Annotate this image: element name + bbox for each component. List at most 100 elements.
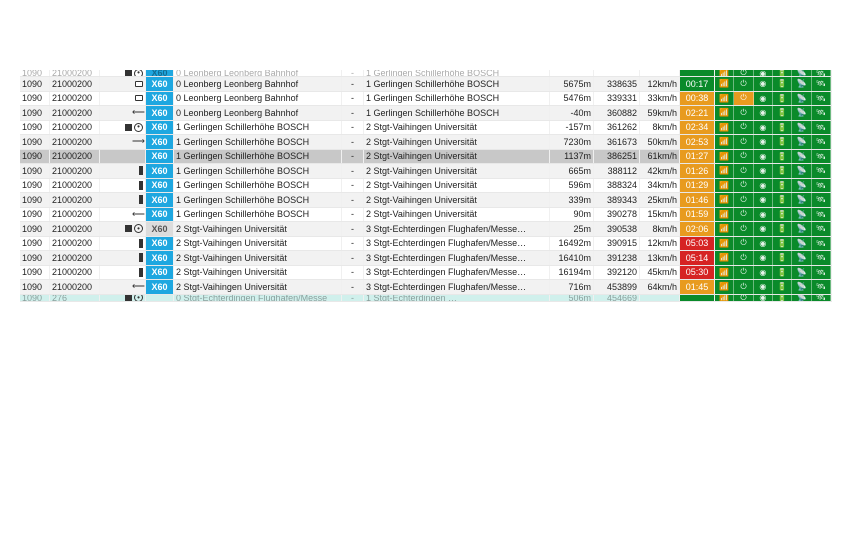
- delay-time: 01:29: [680, 179, 715, 193]
- wifi-indicator-icon: 📡: [792, 70, 811, 76]
- speed: 42km/h: [640, 164, 680, 178]
- destination-stop: 1 Gerlingen Schillerhöhe BOSCH: [364, 106, 550, 120]
- table-row[interactable]: 109021000200X600 Leonberg Leonberg Bahnh…: [20, 77, 832, 92]
- vbar-icon: [139, 253, 143, 262]
- table-row[interactable]: 109021000200X600 Leonberg Leonberg Bahnh…: [20, 106, 832, 121]
- speed: 33km/h: [640, 92, 680, 106]
- wifi-indicator-icon: 📡: [792, 193, 811, 207]
- delay-time: [680, 295, 715, 301]
- distance: 16410m: [550, 251, 594, 265]
- power-indicator-icon: ⏻: [734, 193, 753, 207]
- signal-indicator-icon: 📶: [715, 179, 734, 193]
- separator: -: [342, 106, 364, 120]
- vehicle-id: 1090: [20, 92, 50, 106]
- vehicle-id: 1090: [20, 295, 50, 301]
- signal-indicator-icon: 📶: [715, 295, 734, 301]
- vehicle-id: 1090: [20, 222, 50, 236]
- table-row[interactable]: 109021000200X602 Stgt-Vaihingen Universi…: [20, 222, 832, 237]
- line-badge: [146, 295, 174, 301]
- status-strip: 📶⏻◉🔋📡🛰: [715, 295, 832, 301]
- gps-indicator-icon: 🛰: [812, 70, 831, 76]
- line-badge: X60: [146, 135, 174, 149]
- destination-stop: 1 Gerlingen Schillerhöhe BOSCH: [364, 70, 550, 76]
- gps-indicator-icon: 🛰: [812, 164, 831, 178]
- sequence-number: 386251: [594, 150, 640, 164]
- delay-time: 02:53: [680, 135, 715, 149]
- speed: 15km/h: [640, 208, 680, 222]
- vbar-icon: [139, 166, 143, 175]
- route-id: 21000200: [50, 222, 100, 236]
- sequence-number: 391238: [594, 251, 640, 265]
- vehicle-id: 1090: [20, 77, 50, 91]
- vehicle-log-table: 109021000200X600 Leonberg Leonberg Bahnh…: [20, 70, 832, 302]
- status-strip: 📶⏻◉🔋📡🛰: [715, 77, 832, 91]
- route-id: 21000200: [50, 237, 100, 251]
- sequence-number: 389343: [594, 193, 640, 207]
- sequence-number: 388324: [594, 179, 640, 193]
- stop-indicator-icon: ◉: [754, 266, 773, 280]
- distance: -40m: [550, 106, 594, 120]
- gps-indicator-icon: 🛰: [812, 266, 831, 280]
- battery-indicator-icon: 🔋: [773, 193, 792, 207]
- table-row[interactable]: 109021000200X602 Stgt-Vaihingen Universi…: [20, 237, 832, 252]
- table-row[interactable]: 109021000200X601 Gerlingen Schillerhöhe …: [20, 193, 832, 208]
- wifi-indicator-icon: 📡: [792, 135, 811, 149]
- speed: 13km/h: [640, 251, 680, 265]
- table-row[interactable]: 10902760 Stgt-Echterdingen Flughafen/Mes…: [20, 295, 832, 302]
- wifi-indicator-icon: 📡: [792, 222, 811, 236]
- table-row[interactable]: 109021000200X601 Gerlingen Schillerhöhe …: [20, 121, 832, 136]
- sequence-number: 390915: [594, 237, 640, 251]
- table-row[interactable]: 109021000200X600 Leonberg Leonberg Bahnh…: [20, 70, 832, 77]
- delay-time: 01:59: [680, 208, 715, 222]
- out-icon: [134, 137, 143, 146]
- gps-indicator-icon: 🛰: [812, 208, 831, 222]
- delay-time: 02:21: [680, 106, 715, 120]
- signal-indicator-icon: 📶: [715, 164, 734, 178]
- battery-indicator-icon: 🔋: [773, 222, 792, 236]
- line-badge: X60: [146, 70, 174, 76]
- table-row[interactable]: 109021000200X602 Stgt-Vaihingen Universi…: [20, 280, 832, 295]
- status-strip: 📶⏻◉🔋📡🛰: [715, 92, 832, 106]
- power-indicator-icon: ⏻: [734, 266, 753, 280]
- signal-indicator-icon: 📶: [715, 121, 734, 135]
- separator: -: [342, 164, 364, 178]
- signal-indicator-icon: 📶: [715, 280, 734, 294]
- row-status-icons: [100, 237, 146, 251]
- gps-indicator-icon: 🛰: [812, 222, 831, 236]
- row-status-icons: [100, 164, 146, 178]
- battery-indicator-icon: 🔋: [773, 135, 792, 149]
- table-row[interactable]: 109021000200X601 Gerlingen Schillerhöhe …: [20, 150, 832, 165]
- wifi-indicator-icon: 📡: [792, 77, 811, 91]
- distance: 16194m: [550, 266, 594, 280]
- table-row[interactable]: 109021000200X601 Gerlingen Schillerhöhe …: [20, 208, 832, 223]
- stop-indicator-icon: ◉: [754, 193, 773, 207]
- vehicle-id: 1090: [20, 179, 50, 193]
- power-indicator-icon: ⏻: [734, 295, 753, 301]
- stop-indicator-icon: ◉: [754, 106, 773, 120]
- destination-stop: 2 Stgt-Vaihingen Universität: [364, 193, 550, 207]
- status-strip: 📶⏻◉🔋📡🛰: [715, 222, 832, 236]
- line-badge: X60: [146, 193, 174, 207]
- vehicle-id: 1090: [20, 135, 50, 149]
- destination-stop: 3 Stgt-Echterdingen Flughafen/Messe…: [364, 237, 550, 251]
- signal-indicator-icon: 📶: [715, 251, 734, 265]
- table-row[interactable]: 109021000200X602 Stgt-Vaihingen Universi…: [20, 266, 832, 281]
- table-row[interactable]: 109021000200X601 Gerlingen Schillerhöhe …: [20, 179, 832, 194]
- route-id: 276: [50, 295, 100, 301]
- origin-stop: 0 Leonberg Leonberg Bahnhof: [174, 77, 342, 91]
- table-row[interactable]: 109021000200X601 Gerlingen Schillerhöhe …: [20, 164, 832, 179]
- stop-indicator-icon: ◉: [754, 251, 773, 265]
- sequence-number: 453899: [594, 280, 640, 294]
- gps-indicator-icon: 🛰: [812, 237, 831, 251]
- distance: 5476m: [550, 92, 594, 106]
- status-strip: 📶⏻◉🔋📡🛰: [715, 70, 832, 76]
- delay-time: 02:06: [680, 222, 715, 236]
- delay-time: 01:26: [680, 164, 715, 178]
- stop-indicator-icon: ◉: [754, 295, 773, 301]
- table-row[interactable]: 109021000200X602 Stgt-Vaihingen Universi…: [20, 251, 832, 266]
- table-row[interactable]: 109021000200X601 Gerlingen Schillerhöhe …: [20, 135, 832, 150]
- status-strip: 📶⏻◉🔋📡🛰: [715, 164, 832, 178]
- in-icon: [134, 282, 143, 291]
- power-indicator-icon: ⏻: [734, 70, 753, 76]
- table-row[interactable]: 109021000200X600 Leonberg Leonberg Bahnh…: [20, 92, 832, 107]
